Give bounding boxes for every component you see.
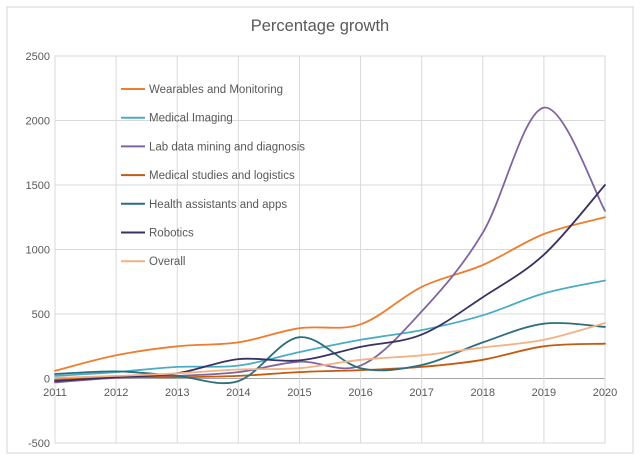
legend-label: Lab data mining and diagnosis bbox=[149, 141, 305, 153]
legend-label: Health assistants and apps bbox=[149, 199, 287, 211]
x-tick-label: 2013 bbox=[165, 387, 189, 399]
legend-item[interactable]: Medical studies and logistics bbox=[121, 170, 295, 182]
x-tick-label: 2018 bbox=[471, 387, 495, 399]
x-tick-label: 2020 bbox=[593, 387, 617, 399]
x-tick-label: 2016 bbox=[348, 387, 372, 399]
legend: Wearables and Monitoring Medical Imaging L… bbox=[121, 84, 305, 268]
y-tick-label: 2000 bbox=[26, 116, 50, 128]
chart-title: Percentage growth bbox=[251, 17, 390, 35]
x-tick-label: 2019 bbox=[532, 387, 556, 399]
legend-item[interactable]: Lab data mining and diagnosis bbox=[121, 141, 305, 153]
y-tick-label: 1000 bbox=[26, 245, 50, 257]
legend-item[interactable]: Overall bbox=[121, 256, 185, 268]
legend-label: Overall bbox=[149, 256, 185, 268]
legend-label: Medical Imaging bbox=[149, 113, 233, 125]
legend-item[interactable]: Robotics bbox=[121, 228, 194, 240]
series-lines bbox=[54, 106, 606, 385]
plot-area-border bbox=[54, 55, 606, 444]
series-line-wearables-and-monitoring bbox=[54, 216, 606, 372]
y-tick-label: 500 bbox=[32, 309, 50, 321]
legend-item[interactable]: Medical Imaging bbox=[121, 113, 233, 125]
legend-label: Robotics bbox=[149, 228, 194, 240]
x-tick-label: 2017 bbox=[409, 387, 433, 399]
x-tick-label: 2011 bbox=[43, 387, 67, 399]
y-tick-label: 2500 bbox=[26, 51, 50, 63]
series-line-overall bbox=[54, 322, 606, 379]
y-tick-label: 1500 bbox=[26, 180, 50, 192]
gridlines bbox=[54, 55, 606, 444]
x-tick-label: 2012 bbox=[104, 387, 128, 399]
series-line-medical-studies-and-logistics bbox=[54, 342, 606, 381]
x-tick-label: 2014 bbox=[226, 387, 250, 399]
legend-item[interactable]: Wearables and Monitoring bbox=[121, 84, 283, 96]
y-tick-label: 0 bbox=[44, 374, 50, 386]
axis-labels: 2500 2000 1500 1000 500 0 -500 2011 2012 2013 2014… bbox=[26, 51, 618, 450]
x-tick-label: 2015 bbox=[287, 387, 311, 399]
y-tick-label: -500 bbox=[28, 438, 50, 450]
series-line-robotics bbox=[54, 184, 606, 382]
legend-label: Medical studies and logistics bbox=[149, 170, 295, 182]
legend-label: Wearables and Monitoring bbox=[149, 84, 283, 96]
legend-item[interactable]: Health assistants and apps bbox=[121, 199, 287, 211]
series-line-medical-imaging bbox=[54, 279, 606, 377]
